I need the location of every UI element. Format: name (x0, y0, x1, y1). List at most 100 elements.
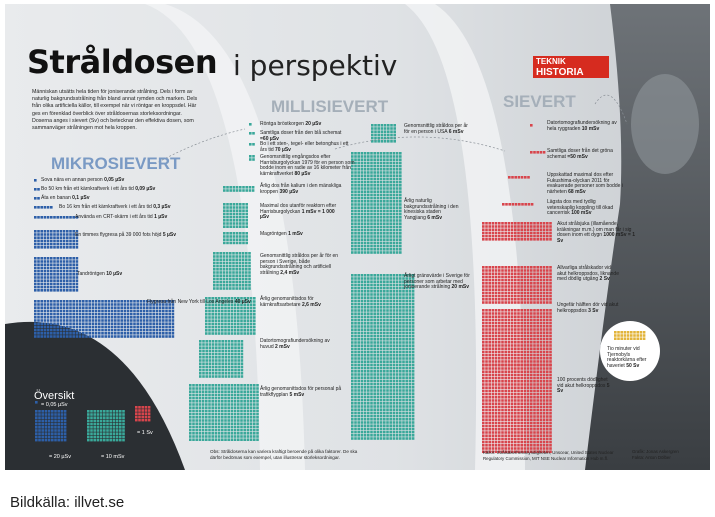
dose-label-text: Använda en CRT-skärm i ett års tid (75, 214, 155, 220)
logo-line-1: TEKNIK (536, 57, 566, 66)
dose-block-sievert-1 (530, 151, 546, 154)
dose-label: Årligt gränsvärde i Sverige för personer… (404, 273, 476, 291)
dose-label-text: Genomsnittlig stråldos per år för en per… (404, 123, 468, 135)
dose-label-value: 390 µSv (279, 188, 299, 195)
section-labels: MIKROSIEVERT MILLISIEVERT SIEVERT (51, 92, 576, 173)
dose-block-milli-13 (351, 274, 415, 440)
overview-block-3 (135, 406, 151, 422)
dose-block-milli-10 (189, 384, 259, 441)
dose-label-text: Bo i ett sten-, tegel- eller betonghus i… (260, 141, 349, 153)
dose-label: Datortomografiundersökning av huvud 2 mS… (260, 338, 342, 350)
dose-block-sievert-2 (508, 176, 530, 179)
dose-block-sievert-3 (502, 203, 534, 206)
dose-label-value: 1 mSv (288, 231, 303, 237)
dose-block-milli-3 (249, 155, 255, 161)
dose-label-value: 1000 mSv = 1 Sv (557, 232, 635, 244)
dose-label-text: Genomsnittlig stråldos per år för en per… (260, 253, 339, 276)
infographic-poster: MIKROSIEVERT MILLISIEVERT SIEVERT Översi… (5, 4, 710, 470)
dose-block-sievert-5 (482, 266, 552, 304)
dose-block-milli-4 (223, 186, 255, 192)
dose-label-value: 1 µSv (154, 214, 168, 220)
dose-label-text: Bo 50 km från ett kärnkraftverk i ett år… (41, 186, 136, 192)
dose-label-text: Bo 16 km från ett kärnkraftverk i ett år… (59, 204, 154, 210)
dose-block-mikro-7 (34, 300, 175, 338)
dose-block-mikro-4 (34, 216, 79, 219)
connector-layer (154, 94, 628, 165)
dose-label-text: Samtliga doser från det gröna schemat (547, 148, 613, 160)
dose-block-milli-11 (371, 124, 396, 143)
page-subtitle: i perspektiv (233, 49, 398, 82)
dose-label: Lägsta dos med tydlig vetenskaplig koppl… (547, 199, 617, 217)
dose-label: Årlig naturlig bakgrundsstrålning i den … (404, 198, 464, 221)
body-lungs (631, 74, 699, 174)
dose-block-milli-12 (351, 152, 402, 254)
dose-label-value: 10 mSv (581, 125, 600, 132)
connector-line-0 (154, 128, 246, 165)
dose-label-text: Lägsta dos med tydlig vetenskaplig koppl… (547, 199, 614, 217)
dose-label-value: 2 Sv (599, 276, 610, 283)
dose-label-value: 2 mSv (275, 343, 290, 350)
dose-label: Använda en CRT-skärm i ett års tid 1 µSv (75, 214, 195, 221)
dose-block-sievert-7 (482, 364, 552, 453)
dose-label-value: =50 mSv (567, 153, 588, 160)
dose-label-text: Uppskattad maximal dos efter Fukushima-o… (547, 172, 623, 195)
dose-label-text: Årlig dos från kalium i den mänskliga kr… (260, 183, 342, 195)
dose-label-text: Årlig naturlig bakgrundsstrålning i den … (404, 198, 459, 221)
dose-block-mikro-3 (34, 206, 53, 209)
dose-label: 100 procents dödlighet vid akut helkropp… (557, 377, 612, 395)
dose-label: Uppskattad maximal dos efter Fukushima-o… (547, 172, 627, 195)
dose-label-text: Allvarliga strålskador vid akut helkropp… (557, 265, 619, 283)
dose-label: Äta en banan 0,1 µSv (41, 195, 161, 202)
dose-label: Sova nära en annan person 0,05 µSv (41, 177, 161, 184)
dose-label-text: Datortomografiundersökning av hela ryggr… (547, 120, 617, 132)
dose-label: En timmes flygresa på 39 000 fots höjd 5… (75, 232, 195, 239)
overview-block-0 (35, 401, 38, 404)
dose-label-value: 1 mSv = 1 000 µSv (260, 208, 335, 221)
dose-label: Bo i ett sten-, tegel- eller betonghus i… (260, 141, 355, 153)
dose-label-text: Sova nära en annan person (41, 177, 105, 183)
footnote-sources: Källor: Strålsäkerhetsmyndigheten, Unsce… (483, 450, 614, 461)
connector-line-1 (334, 136, 506, 152)
dose-label-value: 68 mSv (568, 188, 586, 195)
dose-label-value: 6 mSv (448, 128, 464, 135)
dose-label-value: 20 mSv (451, 284, 470, 291)
chernobyl-badge (600, 321, 660, 381)
intro-text: Människan utsätts hela tiden för joniser… (32, 89, 198, 132)
overview-block-2 (87, 410, 125, 442)
dose-block-sievert-0 (530, 124, 533, 127)
dose-label-text: Maximal dos utanför reaktorn efter Harri… (260, 203, 337, 215)
dose-label-value: 40 µSv (234, 299, 251, 305)
dose-block-mikro-5 (34, 230, 79, 249)
dose-label-text: Datortomografiundersökning av huvud (260, 338, 330, 350)
dose-label-value: =60 µSv (260, 135, 279, 142)
dose-label: Tio minuter vid Tjernobyls reaktorkärna … (607, 346, 653, 369)
dose-label: Genomsnittlig stråldos per år för en per… (404, 123, 472, 135)
overview-label-3: = 1 Sv (137, 430, 153, 436)
dose-label-text: Tandröntgen (77, 271, 107, 277)
dose-label-value: 50 Sv (626, 362, 640, 369)
dose-label-text: Ungefär hälften dör vid akut helkroppsdo… (557, 302, 619, 314)
dose-label-value: 0,05 µSv (104, 177, 125, 183)
chernobyl-gold-squares (614, 331, 646, 340)
overview-label-1: = 20 µSv (49, 454, 71, 460)
section-label-sievert: SIEVERT (503, 92, 576, 111)
dose-label: Ungefär hälften dör vid akut helkroppsdo… (557, 302, 619, 314)
dose-label: Genomsnittlig stråldos per år för en per… (260, 253, 350, 276)
dose-label-text: Akut strålsjuka (illamående, kräkningar … (557, 221, 632, 239)
overview-title: Översikt (34, 390, 74, 402)
dose-label-value: 6 mSv (427, 214, 442, 221)
dose-label: Datortomografiundersökning av hela ryggr… (547, 120, 622, 132)
dose-label: Röntga bröstkorgen 20 µSv (260, 121, 350, 128)
swoosh-band-1 (145, 4, 305, 470)
section-label-mikro: MIKROSIEVERT (51, 154, 181, 173)
overview-legend: Översikt = 0,05 µSv = 20 µSv = 10 mSv = 1 S… (34, 390, 153, 460)
dose-label: Magröntgen 1 mSv (260, 231, 340, 238)
dose-label-text: Äta en banan (41, 195, 73, 201)
overview-label-0: = 0,05 µSv (41, 402, 68, 408)
infographic-canvas: MIKROSIEVERT MILLISIEVERT SIEVERT Översi… (5, 4, 710, 470)
dose-label: Bo 50 km från ett kärnkraftverk i ett år… (41, 186, 161, 193)
overview-label-2: = 10 mSv (101, 454, 125, 460)
dose-label-text: Årlig genomsnittsdos för kärnkraftsarbet… (260, 296, 314, 308)
dose-label-value: 10 µSv (106, 271, 123, 277)
dose-label-value: 0,1 µSv (72, 195, 90, 201)
